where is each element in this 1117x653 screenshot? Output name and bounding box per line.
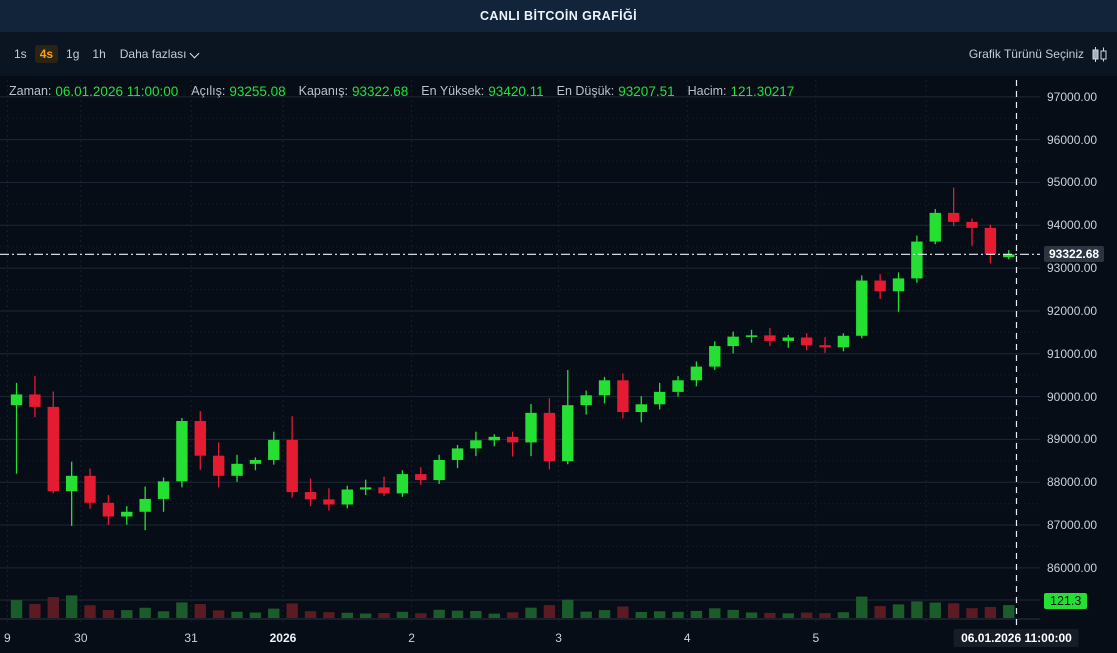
- ohlc-volume-value: 121.30217: [730, 83, 795, 99]
- price-tick: 95000.00: [1047, 175, 1098, 190]
- crosshair-time-badge: 06.01.2026 11:00:00: [954, 629, 1079, 647]
- page-title: CANLI BİTCOİN GRAFİĞİ: [479, 9, 637, 23]
- price-tick: 90000.00: [1047, 389, 1098, 404]
- price-tick: 94000.00: [1047, 218, 1098, 233]
- timeframe-1h[interactable]: 1h: [92, 47, 106, 61]
- window-title-bar: CANLI BİTCOİN GRAFİĞİ: [0, 0, 1117, 32]
- ohlc-low-value: 93207.51: [618, 83, 675, 99]
- time-tick: 3: [555, 631, 562, 645]
- timeframe-group: 1s 4s 1g 1h Daha fazlası: [0, 45, 200, 63]
- time-tick: 4: [683, 631, 691, 645]
- price-tick: 97000.00: [1047, 89, 1098, 104]
- ohlc-time-value: 06.01.2026 11:00:00: [55, 83, 179, 99]
- time-tick: 9: [4, 631, 11, 645]
- timeframe-4s[interactable]: 4s: [34, 45, 59, 63]
- time-tick: 5: [812, 631, 820, 645]
- time-tick: 2: [408, 631, 415, 645]
- ohlc-high-value: 93420.11: [488, 83, 544, 99]
- ohlc-close-label: Kapanış:: [298, 84, 348, 98]
- price-tick: 88000.00: [1047, 475, 1098, 490]
- price-tick: 92000.00: [1047, 303, 1098, 318]
- current-price-badge: 93322.68: [1044, 246, 1105, 263]
- price-tick: 93000.00: [1047, 261, 1098, 276]
- chart-type-selector[interactable]: Grafik Türünü Seçiniz: [969, 46, 1117, 63]
- chart-toolbar: 1s 4s 1g 1h Daha fazlası Grafik Türünü S…: [0, 32, 1117, 76]
- ohlc-close-value: 93322.68: [351, 83, 409, 99]
- timeframe-1g[interactable]: 1g: [66, 47, 80, 61]
- ohlc-time-label: Zaman:: [9, 84, 52, 98]
- ohlc-open-label: Açılış:: [191, 84, 226, 98]
- chevron-down-icon: [191, 50, 200, 59]
- chart-plot-area[interactable]: [0, 80, 1040, 625]
- ohlc-low-label: En Düşük:: [556, 84, 615, 98]
- candlestick-svg: [0, 80, 1040, 625]
- time-tick: 2026: [269, 631, 297, 645]
- ohlc-legend: Zaman: 06.01.2026 11:00:00 Açılış: 93255…: [0, 76, 1117, 106]
- current-volume-badge: 121.3: [1044, 593, 1088, 610]
- ohlc-high-label: En Yüksek:: [421, 84, 485, 98]
- price-tick: 89000.00: [1047, 432, 1098, 447]
- price-tick: 86000.00: [1047, 560, 1098, 575]
- price-axis[interactable]: 97000.00 96000.00 95000.00 94000.00 93000.00…: [1040, 80, 1117, 625]
- more-timeframes-label: Daha fazlası: [119, 47, 187, 61]
- price-tick: 91000.00: [1047, 346, 1098, 361]
- time-tick: 31: [184, 631, 198, 645]
- chart-type-label: Grafik Türünü Seçiniz: [968, 47, 1084, 61]
- candlestick-icon: [1091, 46, 1108, 63]
- more-timeframes-button[interactable]: Daha fazlası: [120, 47, 201, 61]
- time-axis[interactable]: 9 30 31 2026 2 3 4 5 06.01.2026 11:00:00: [0, 625, 1117, 653]
- price-tick: 87000.00: [1047, 518, 1098, 533]
- timeframe-1s[interactable]: 1s: [14, 47, 27, 61]
- ohlc-open-value: 93255.08: [229, 83, 286, 99]
- time-tick: 30: [74, 631, 88, 645]
- ohlc-volume-label: Hacim:: [687, 84, 727, 98]
- price-tick: 96000.00: [1047, 132, 1098, 147]
